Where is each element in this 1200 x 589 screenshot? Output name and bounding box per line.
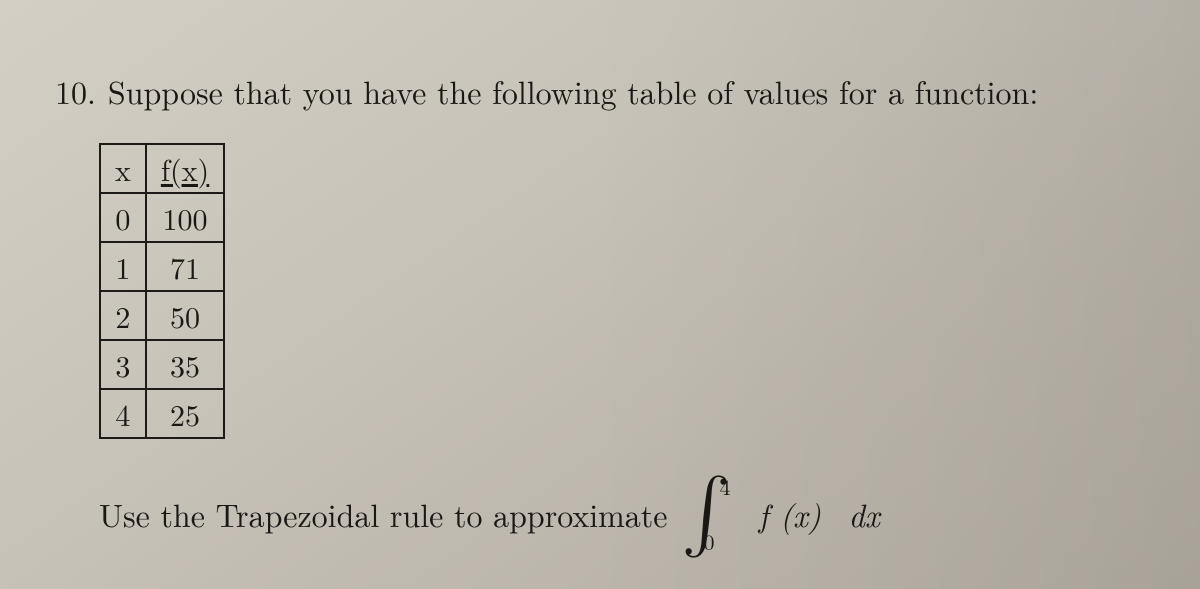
cell-x: 2 xyxy=(100,291,146,340)
table-row: 4 25 xyxy=(100,389,224,438)
cell-x: 3 xyxy=(100,340,146,389)
cell-fx: 35 xyxy=(146,340,224,389)
cell-fx: 25 xyxy=(146,389,224,438)
integrand-dx-text: dx xyxy=(848,492,879,537)
prompt-line: Use the Trapezoidal rule to approximate … xyxy=(99,475,1160,555)
table-header-row: x f(x) xyxy=(100,144,224,193)
integral-expression: ∫ 4 0 f (x) dx xyxy=(681,475,879,555)
prompt-text: Use the Trapezoidal rule to approximate xyxy=(99,492,667,537)
values-table: x f(x) 0 100 1 71 2 50 3 35 4 25 xyxy=(99,143,225,439)
integrand-dx xyxy=(832,492,848,537)
table-row: 3 35 xyxy=(100,340,224,389)
problem-statement-line: 10. Suppose that you have the following … xyxy=(55,70,1160,115)
problem-number: 10. xyxy=(55,70,96,115)
cell-x: 4 xyxy=(100,389,146,438)
integral-lower-bound: 0 xyxy=(703,526,714,557)
col-header-fx: f(x) xyxy=(146,144,224,193)
integrand-fx: f (x) xyxy=(759,492,821,537)
cell-fx: 71 xyxy=(146,242,224,291)
table-row: 0 100 xyxy=(100,193,224,242)
col-header-fx-label: f(x) xyxy=(161,147,209,190)
cell-x: 1 xyxy=(100,242,146,291)
table-row: 2 50 xyxy=(100,291,224,340)
cell-x: 0 xyxy=(100,193,146,242)
col-header-x: x xyxy=(100,144,146,193)
page: 10. Suppose that you have the following … xyxy=(0,0,1200,589)
cell-fx: 100 xyxy=(146,193,224,242)
problem-text: Suppose that you have the following tabl… xyxy=(108,70,1038,115)
integral-upper-bound: 4 xyxy=(719,471,730,502)
integrand: f (x) dx xyxy=(759,492,880,537)
table-row: 1 71 xyxy=(100,242,224,291)
cell-fx: 50 xyxy=(146,291,224,340)
